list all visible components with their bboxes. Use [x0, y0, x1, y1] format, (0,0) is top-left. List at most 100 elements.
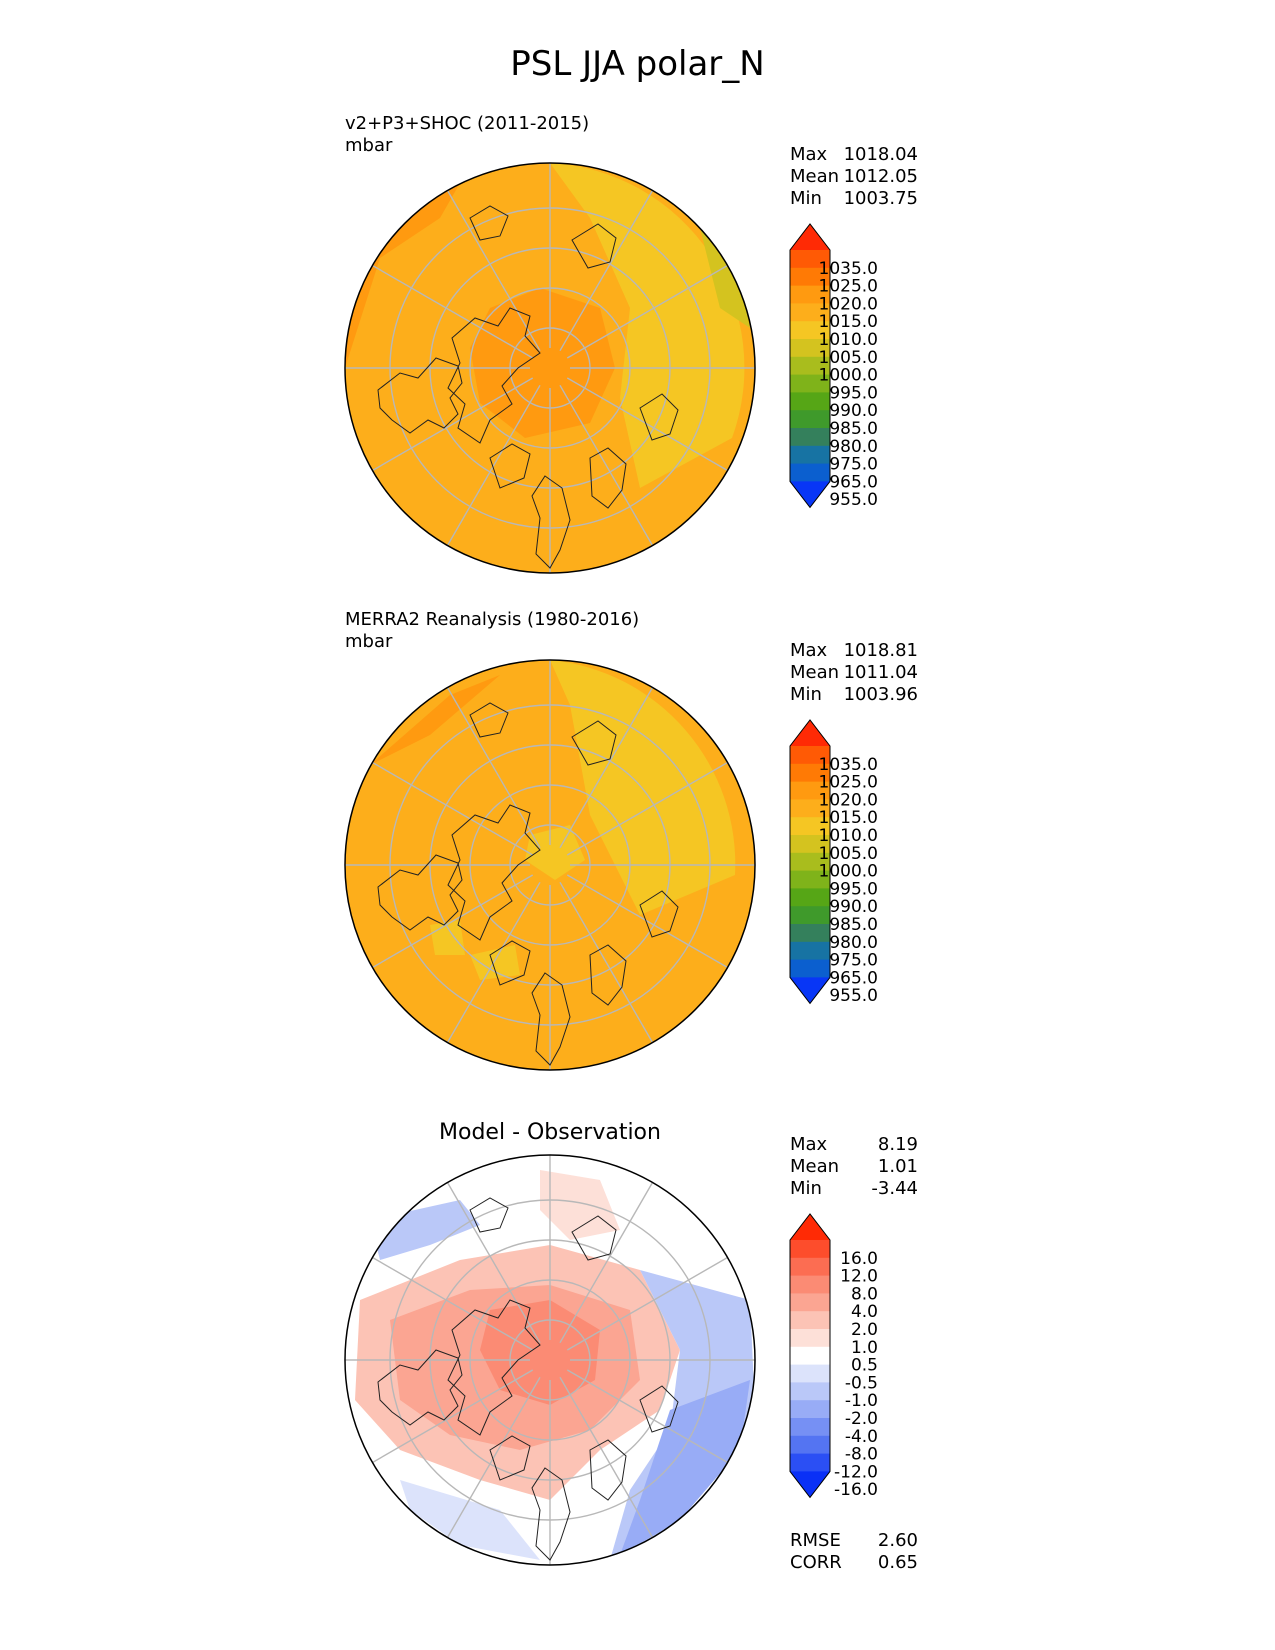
panel2-colorbar-swatch-5 — [790, 817, 830, 836]
panel3-colorbar-extend-max — [790, 1214, 830, 1240]
panel3-metric-row-rmse: RMSE 2.60 — [790, 1530, 918, 1552]
panel3-colorbar-tick-label-2: 8.0 — [851, 1284, 878, 1304]
map2-coastline-2 — [489, 940, 531, 986]
panel3-colorbar-tick-label-7: -0.5 — [845, 1373, 878, 1393]
map2-field-region-4 — [430, 920, 465, 955]
panel2-colorbar-swatch-11 — [790, 924, 830, 943]
map1-coastline-6 — [571, 223, 617, 269]
panel3-stat-label-max: Max — [790, 1134, 828, 1155]
map3-coastline-0 — [377, 1349, 463, 1426]
map2-coastline-4 — [589, 944, 627, 1006]
map3-meridian-10 — [372, 1256, 534, 1351]
panel2-stat-value-min: 1003.96 — [843, 684, 918, 705]
panel3-metric-value-corr: 0.65 — [877, 1552, 918, 1573]
map2-meridian-7 — [446, 881, 541, 1043]
panel1-colorbar-extend-max — [790, 224, 830, 250]
map2-field-region-0 — [550, 660, 736, 915]
panel2-stats: Max 1018.81 Mean 1011.04 Min 1003.96 — [790, 640, 918, 706]
panel3-colorbar-swatch-5 — [790, 1311, 830, 1330]
panel2-colorbar-tick-label-9: 985.0 — [829, 915, 878, 935]
map3-coastline-6 — [571, 1215, 617, 1261]
panel1-stat-value-mean: 1012.05 — [843, 166, 918, 187]
panel1-stat-value-max: 1018.04 — [843, 144, 918, 165]
map2-meridian-4 — [566, 874, 728, 969]
panel1-colorbar-swatch-13 — [790, 463, 830, 482]
panel1-stat-label-mean: Mean — [790, 166, 840, 187]
panel1-colorbar-tick-label-11: 975.0 — [829, 455, 878, 475]
panel3-colorbar-outline — [789, 1213, 831, 1499]
panel2-colorbar-extend-max — [790, 720, 830, 746]
panel3-map — [344, 1154, 756, 1566]
map1-field-region-2 — [345, 183, 460, 368]
map1-map-border — [344, 162, 756, 574]
panel2-colorbar-tick-label-8: 990.0 — [829, 897, 878, 917]
map1-coastline-4 — [589, 447, 627, 509]
panel3-colorbar-swatch-10 — [790, 1400, 830, 1419]
map3-coastline-5 — [639, 1385, 679, 1433]
panel3-metric-value-rmse: 2.60 — [877, 1530, 918, 1551]
panel2-colorbar-swatch-13 — [790, 959, 830, 978]
panel2-colorbar-tick-label-10: 980.0 — [829, 933, 878, 953]
map2-map-border — [344, 659, 756, 1071]
panel3-colorbar-tick-label-0: 16.0 — [840, 1249, 878, 1269]
map1-coastline-0 — [377, 357, 463, 434]
panel1-colorbar: 1035.01025.01020.01015.01010.01005.01000… — [789, 223, 878, 510]
panel2-colorbar-outline — [789, 719, 831, 1005]
map3-meridian-2 — [566, 1256, 728, 1351]
map3-field — [345, 1155, 755, 1565]
panel3-stat-label-mean: Mean — [790, 1156, 840, 1177]
panel1-colorbar-tick-label-8: 990.0 — [829, 401, 878, 421]
map2-field-region-3 — [470, 945, 520, 980]
map3-meridian-5 — [559, 1376, 654, 1538]
panel3-stat-value-mean: 1.01 — [877, 1156, 918, 1177]
map3-meridian-7 — [446, 1376, 541, 1538]
panel1-colorbar-tick-label-5: 1005.0 — [819, 348, 878, 368]
map1-meridian-1 — [559, 190, 654, 352]
panel2-map — [344, 659, 756, 1071]
map2-coastline-5 — [639, 890, 679, 938]
panel2-colorbar-tick-label-13: 955.0 — [829, 986, 878, 1006]
map3-field-region-5 — [620, 1380, 750, 1555]
map1-coastline-1 — [447, 307, 541, 444]
panel2-units: mbar — [345, 631, 393, 652]
panel1-colorbar-swatch-8 — [790, 374, 830, 393]
map3-coastline-7 — [469, 1197, 509, 1233]
panel1-colorbar-outline — [789, 223, 831, 509]
panel1-title: v2+P3+SHOC (2011-2015) — [345, 113, 590, 134]
map3-coastline-2 — [489, 1435, 531, 1481]
panel1-stat-row-max: Max 1018.04 — [790, 144, 918, 166]
map3-meridian-4 — [566, 1369, 728, 1464]
panel1-colorbar-tick-label-12: 965.0 — [829, 472, 878, 492]
panel3-colorbar-tick-label-6: 0.5 — [851, 1356, 878, 1376]
panel1-colorbar-swatch-9 — [790, 392, 830, 411]
panel2-colorbar-swatch-12 — [790, 941, 830, 960]
map3-meridian-1 — [559, 1182, 654, 1344]
panel1-colorbar-swatch-12 — [790, 445, 830, 464]
panel1-stats: Max 1018.04 Mean 1012.05 Min 1003.75 — [790, 144, 918, 210]
map3-coastline-3 — [531, 1467, 571, 1561]
panel3-colorbar-swatch-1 — [790, 1240, 830, 1259]
map1-meridian-11 — [446, 190, 541, 352]
panel2-stat-row-min: Min 1003.96 — [790, 684, 918, 706]
map3-field-region-6 — [400, 1480, 540, 1560]
figure-title: PSL JJA polar_N — [510, 44, 765, 84]
panel3-stat-row-max: Max 8.19 — [790, 1134, 918, 1156]
map3-coastline-4 — [589, 1439, 627, 1501]
panel3-metric-label-corr: CORR — [790, 1552, 842, 1573]
map1-meridian-4 — [566, 377, 728, 472]
panel3-colorbar-swatch-13 — [790, 1453, 830, 1472]
map2-coastline-1 — [447, 804, 541, 941]
map3-field-region-7 — [540, 1170, 620, 1240]
panel2-stat-row-max: Max 1018.81 — [790, 640, 918, 662]
map1-meridian-5 — [559, 384, 654, 546]
panel1-colorbar-swatch-2 — [790, 267, 830, 286]
panel2-colorbar-tick-label-5: 1005.0 — [819, 844, 878, 864]
panel1-colorbar-swatch-3 — [790, 285, 830, 304]
panel2-stat-value-max: 1018.81 — [843, 640, 918, 661]
panel1-colorbar-tick-label-4: 1010.0 — [819, 330, 878, 350]
panel1-colorbar-tick-label-3: 1015.0 — [819, 312, 878, 332]
panel3-colorbar-swatch-8 — [790, 1364, 830, 1383]
map1-field-region-3 — [470, 288, 615, 438]
map2-meridian-1 — [559, 687, 654, 849]
panel3-colorbar-swatch-6 — [790, 1329, 830, 1348]
